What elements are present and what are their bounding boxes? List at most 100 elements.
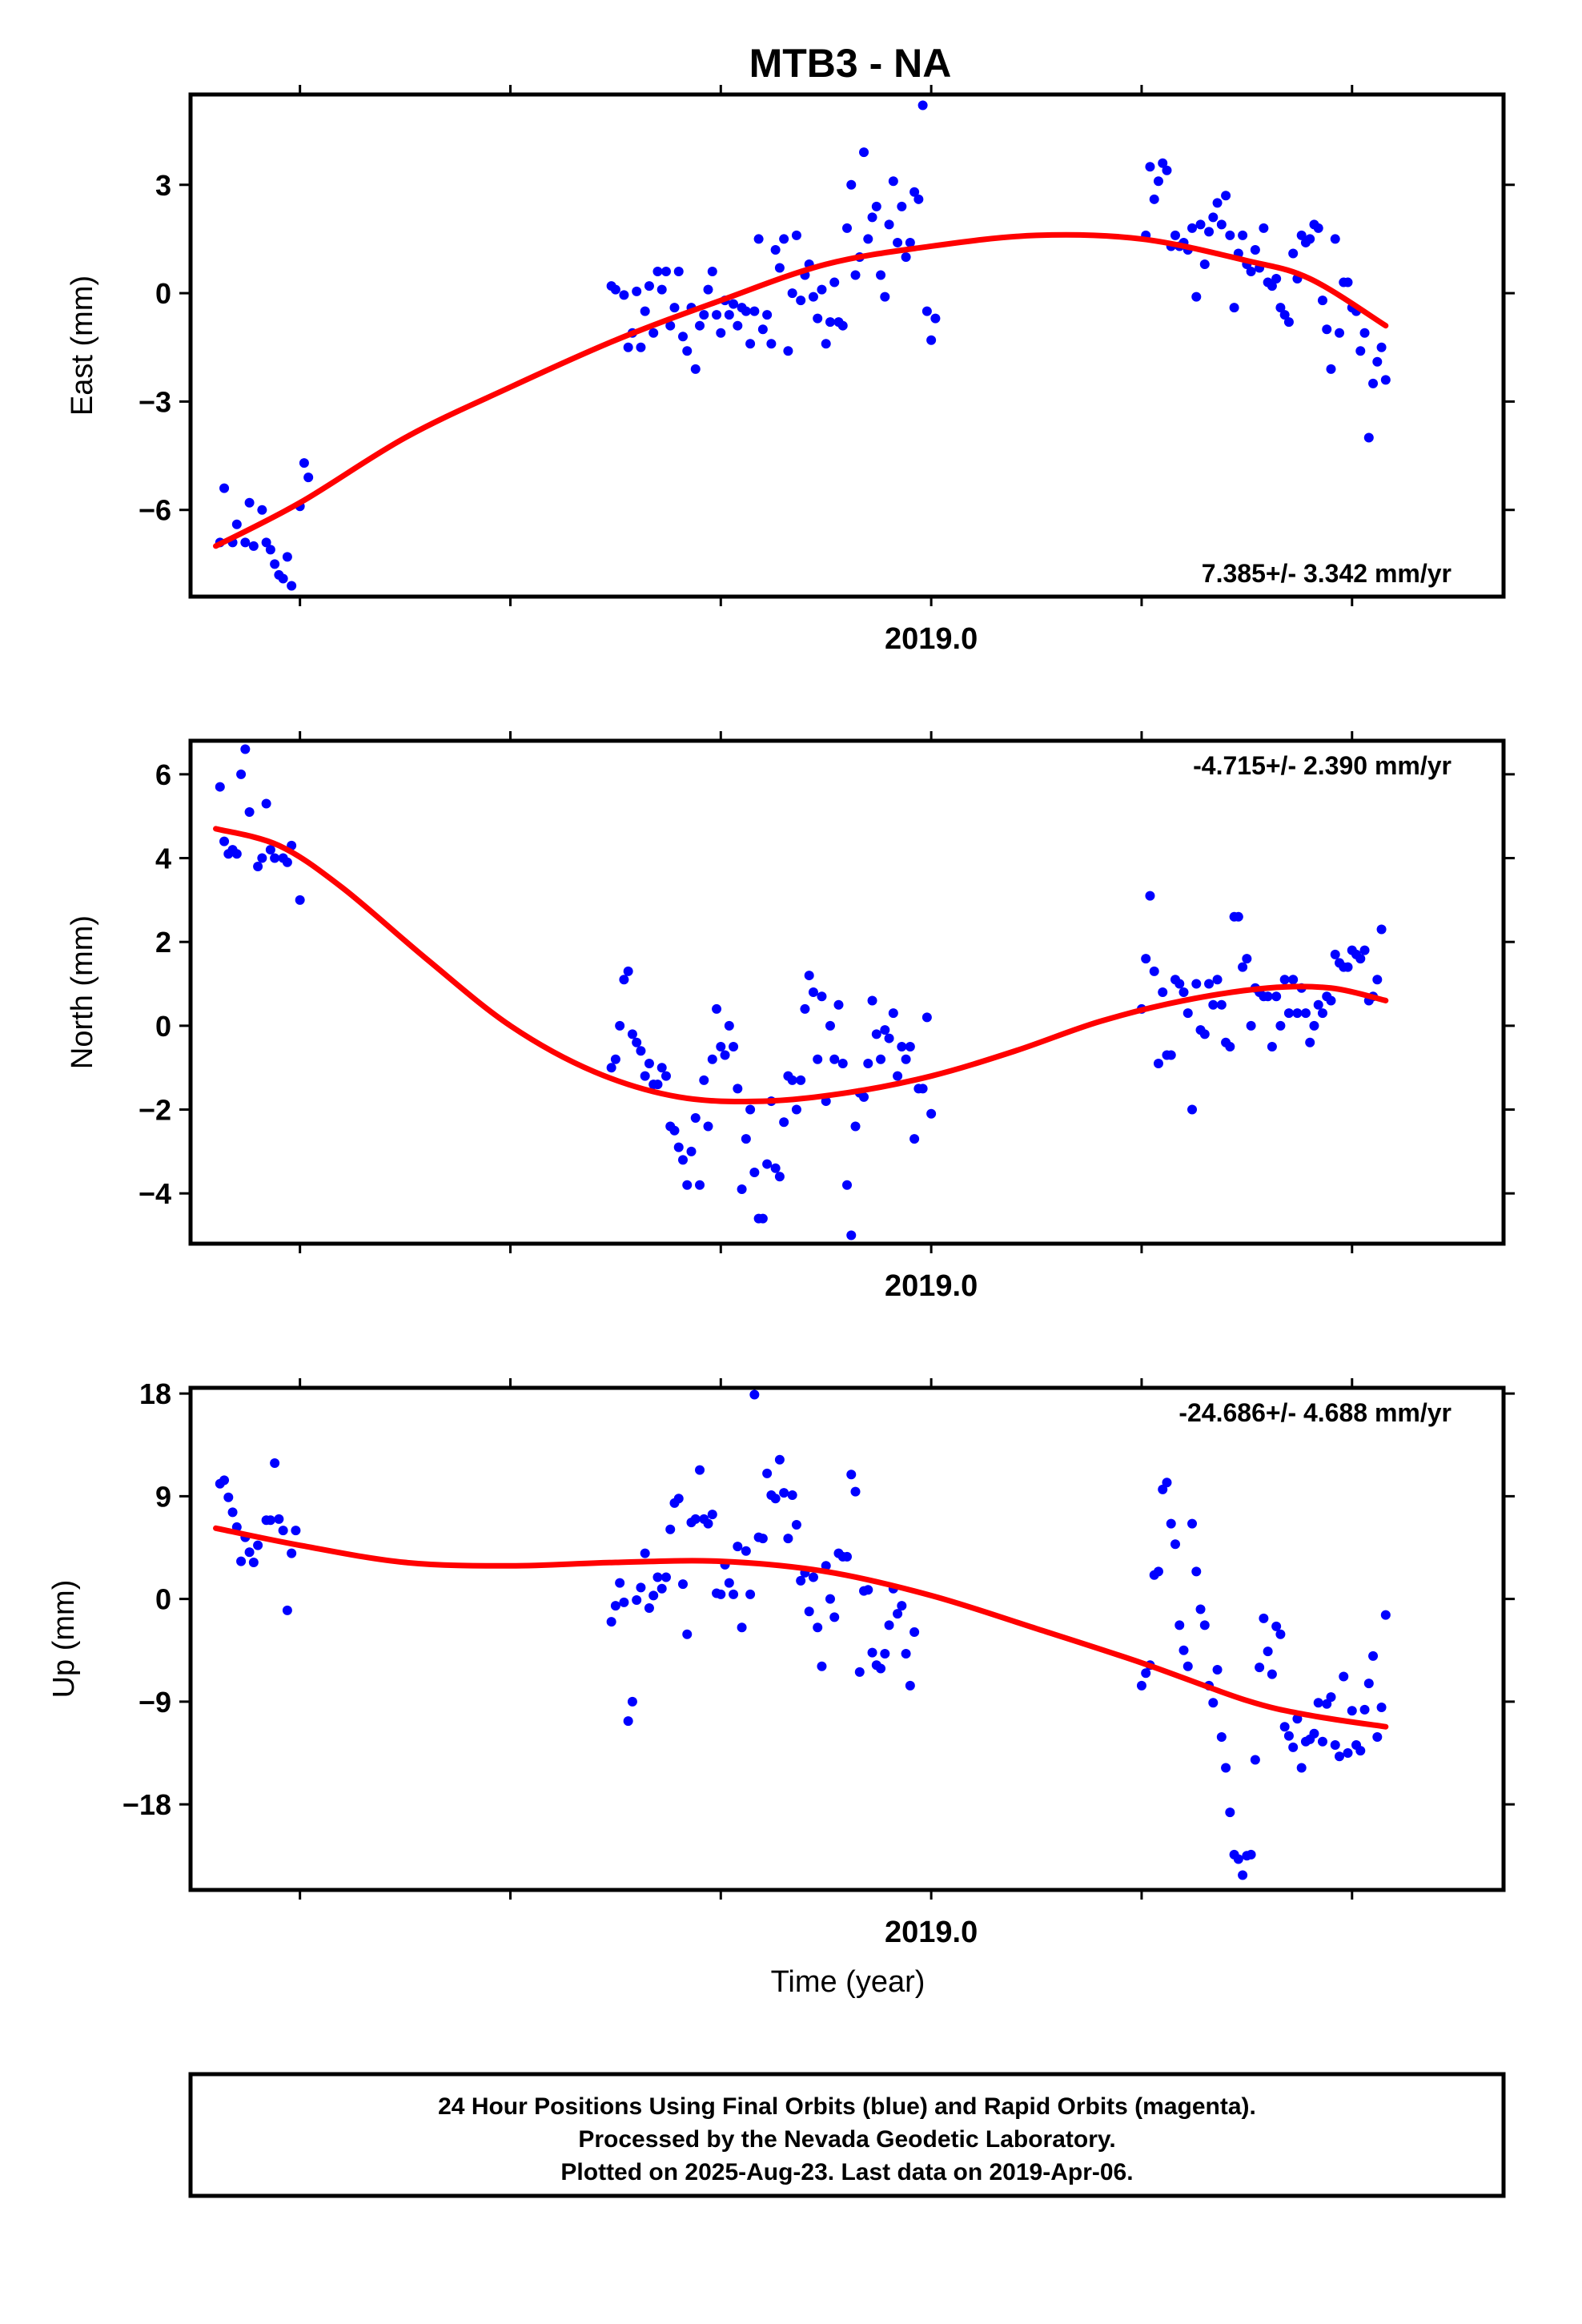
up-data-point: [733, 1542, 743, 1552]
north-data-point: [1271, 991, 1282, 1002]
north-data-point: [1267, 1042, 1277, 1052]
north-data-point: [1233, 911, 1243, 922]
east-data-point: [1153, 176, 1163, 187]
up-data-point: [1330, 1740, 1340, 1751]
up-data-point: [248, 1558, 259, 1568]
up-data-point: [905, 1680, 915, 1691]
north-data-point: [757, 1213, 768, 1224]
east-data-point: [842, 223, 852, 233]
east-data-point: [682, 346, 693, 356]
panels: 2019.0 3 0 −3 −6 East (mm) 7.385+/- 3.342 mm/y…: [47, 85, 1515, 1949]
up-data-point: [1376, 1703, 1387, 1712]
up-data-point: [1279, 1722, 1290, 1732]
up-data-point: [291, 1526, 301, 1536]
east-data-point: [1212, 198, 1223, 208]
up-data-point: [606, 1617, 616, 1627]
east-data-point: [808, 292, 818, 302]
east-rate-label: 7.385+/- 3.342 mm/yr: [1202, 559, 1452, 588]
north-data-point: [813, 1054, 823, 1064]
up-x-tick-label: 2019.0: [885, 1916, 978, 1949]
east-data-point: [774, 263, 785, 273]
north-data-point: [712, 1003, 722, 1014]
east-data-point: [930, 313, 941, 324]
up-data-point: [880, 1649, 890, 1659]
east-data-point: [1380, 375, 1391, 385]
up-data-point: [695, 1465, 705, 1475]
east-data-point: [871, 201, 881, 211]
east-data-point: [619, 290, 629, 300]
up-data-point: [729, 1589, 739, 1599]
north-data-point: [1238, 962, 1248, 972]
north-panel: 2019.0 6 4 2 0 −2 −4 North (mm) -4.715+/- 2.390 …: [66, 731, 1515, 1303]
east-data-point: [859, 147, 869, 158]
up-data-point: [846, 1470, 857, 1480]
north-data-point: [652, 1080, 663, 1090]
north-data-point: [244, 806, 255, 817]
up-data-point: [1267, 1669, 1277, 1679]
up-data-point: [219, 1475, 230, 1486]
up-data-point: [656, 1583, 667, 1594]
east-data-point: [888, 176, 898, 187]
east-data-point: [640, 306, 650, 316]
east-data-point: [669, 303, 680, 313]
east-data-point: [231, 519, 242, 529]
up-rate-label: -24.686+/- 4.688 mm/yr: [1178, 1398, 1452, 1427]
east-y-tick-label: 0: [155, 277, 171, 310]
east-data-point: [1145, 162, 1155, 172]
up-data-point: [909, 1626, 920, 1637]
east-data-point: [817, 284, 827, 295]
up-data-point: [707, 1510, 717, 1520]
up-data-point: [1283, 1731, 1294, 1741]
up-y-tick-label: 0: [155, 1583, 171, 1616]
east-data-point: [278, 573, 288, 584]
east-data-point: [1359, 328, 1370, 338]
north-data-point: [808, 987, 818, 997]
north-data-point: [644, 1058, 654, 1068]
east-data-point: [876, 270, 886, 280]
up-data-point: [796, 1575, 806, 1586]
north-data-point: [905, 1042, 915, 1052]
north-data-point: [682, 1180, 693, 1190]
north-data-point: [1279, 975, 1290, 985]
north-data-point: [893, 1071, 903, 1081]
up-y-tick-label: 18: [139, 1377, 171, 1410]
north-data-point: [796, 1075, 806, 1085]
north-data-point: [703, 1121, 713, 1132]
up-data-point: [817, 1661, 827, 1671]
north-data-point: [1141, 954, 1151, 964]
up-data-point: [1238, 1870, 1248, 1880]
up-data-point: [636, 1582, 646, 1593]
east-data-point: [796, 296, 806, 306]
east-y-tick-label: 3: [155, 169, 171, 202]
north-data-point: [884, 1033, 894, 1043]
north-data-point: [909, 1134, 920, 1144]
north-plot-frame: [188, 738, 1506, 1246]
up-data-point: [1380, 1610, 1391, 1620]
north-data-point: [1212, 975, 1223, 985]
east-data-point: [829, 277, 840, 287]
north-data-point: [859, 1092, 869, 1102]
north-rate-label: -4.715+/- 2.390 mm/yr: [1193, 751, 1452, 780]
up-data-point: [270, 1458, 280, 1469]
east-data-point: [695, 320, 705, 331]
north-data-point: [219, 836, 230, 846]
east-data-point: [821, 339, 831, 349]
up-data-point: [1326, 1692, 1336, 1703]
east-data-point: [282, 552, 292, 562]
east-data-point: [1317, 296, 1327, 306]
north-x-tick-label: 2019.0: [885, 1269, 978, 1303]
east-data-point: [837, 320, 848, 331]
footer-line-1: 24 Hour Positions Using Final Orbits (bl…: [438, 2093, 1256, 2120]
east-fit-curve: [213, 231, 1389, 549]
north-data-point: [295, 895, 305, 905]
north-data-point: [678, 1155, 688, 1165]
north-data-point: [846, 1230, 857, 1240]
north-data-point: [1225, 1042, 1235, 1052]
east-data-point: [893, 237, 903, 247]
north-data-point: [1355, 954, 1366, 964]
up-data-point: [1187, 1518, 1198, 1529]
east-data-point: [905, 237, 915, 247]
up-panel: 2019.0 18 9 0 −9 −18 Up (mm) -24.686+/- 4.688 m…: [47, 1377, 1515, 1949]
up-data-point: [737, 1622, 747, 1633]
east-data-point: [770, 244, 781, 255]
